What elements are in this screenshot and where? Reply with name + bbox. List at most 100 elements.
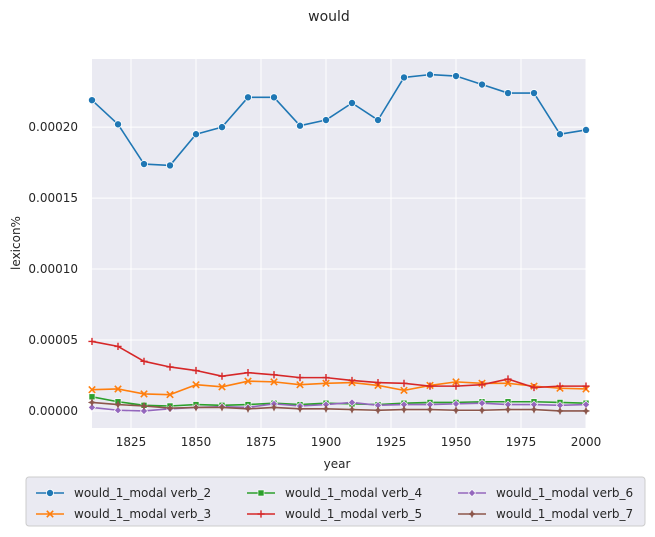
data-point (556, 382, 564, 390)
data-point (165, 161, 174, 170)
legend-item: would_1_modal verb_2 (36, 486, 211, 500)
x-tick-label: 1925 (376, 435, 407, 449)
data-point (556, 130, 565, 139)
legend-item: would_1_modal verb_5 (247, 507, 422, 521)
data-point (400, 379, 408, 387)
series-line (91, 73, 587, 167)
data-point (582, 125, 591, 134)
data-point (295, 404, 305, 413)
x-axis-title: year (324, 457, 351, 471)
y-tick-label: 0.00005 (28, 333, 78, 347)
legend-marker (46, 510, 54, 518)
data-point (321, 404, 331, 413)
data-point (452, 378, 460, 386)
legend-marker (467, 488, 477, 498)
data-point (192, 366, 200, 375)
data-point (452, 382, 460, 390)
data-point (113, 406, 123, 415)
legend-label: would_1_modal verb_7 (496, 507, 633, 521)
data-point (191, 403, 201, 412)
legend-label: would_1_modal verb_2 (74, 486, 211, 500)
y-tick-label: 0.00010 (28, 262, 78, 276)
x-tick-label: 1975 (506, 435, 537, 449)
data-point (244, 377, 252, 385)
legend-marker (257, 510, 265, 518)
series-lines (87, 70, 591, 416)
y-axis-ticks: 0.00000 0.00005 0.00010 0.00015 0.00020 (28, 120, 78, 418)
data-point (425, 405, 435, 414)
data-point (504, 375, 512, 383)
gridlines (92, 59, 587, 428)
data-point (426, 382, 434, 390)
series-2 (88, 377, 590, 399)
data-point (269, 403, 279, 412)
data-point (530, 383, 538, 392)
legend-marker (257, 489, 265, 497)
data-point (139, 406, 149, 415)
data-point (114, 342, 122, 350)
data-point (140, 357, 148, 365)
data-point (217, 403, 227, 412)
data-point (400, 386, 408, 395)
data-point (296, 374, 304, 382)
data-point (582, 382, 590, 390)
data-point (555, 406, 565, 416)
data-point (347, 405, 357, 414)
data-point (88, 96, 97, 105)
data-point (347, 98, 356, 107)
data-point (192, 380, 200, 389)
data-point (166, 363, 174, 371)
data-point (114, 120, 123, 129)
data-point (88, 337, 96, 346)
y-axis-title: lexicon% (9, 216, 23, 270)
legend-item: would_1_modal verb_3 (36, 507, 211, 521)
legend-marker (46, 488, 55, 497)
data-point (165, 403, 175, 413)
data-point (374, 378, 382, 387)
data-point (322, 379, 330, 388)
legend-item: would_1_modal verb_4 (247, 486, 422, 500)
chart-title: would (308, 9, 350, 25)
data-point (321, 116, 330, 125)
legend-label: would_1_modal verb_5 (285, 507, 422, 521)
data-point (166, 390, 174, 399)
data-point (477, 80, 486, 89)
data-point (503, 405, 513, 414)
data-point (218, 372, 226, 380)
series-6 (87, 398, 591, 416)
data-point (425, 70, 434, 79)
legend-label: would_1_modal verb_6 (496, 486, 633, 500)
data-point (139, 160, 148, 169)
series-1 (88, 70, 591, 170)
data-point (503, 89, 512, 98)
plot-area (92, 59, 586, 428)
x-tick-label: 1875 (246, 435, 277, 449)
y-tick-label: 0.00020 (28, 120, 78, 134)
data-point (477, 406, 487, 415)
data-point (581, 406, 591, 416)
series-line (91, 380, 587, 396)
data-point (529, 405, 539, 414)
legend-marker (467, 509, 477, 519)
data-point (140, 390, 148, 398)
x-tick-label: 1950 (441, 435, 472, 449)
y-tick-label: 0.00000 (28, 404, 78, 418)
data-point (243, 404, 253, 413)
x-tick-label: 1825 (116, 435, 147, 449)
data-point (530, 89, 539, 98)
data-point (88, 385, 96, 394)
data-point (296, 380, 304, 389)
data-point (373, 406, 383, 415)
series-line (91, 401, 586, 412)
data-point (87, 403, 97, 412)
series-line (91, 340, 586, 389)
x-tick-label: 1850 (181, 435, 212, 449)
data-point (348, 376, 356, 385)
data-point (218, 383, 226, 391)
legend-label: would_1_modal verb_3 (74, 507, 211, 521)
data-point (399, 73, 408, 82)
x-tick-label: 2000 (571, 435, 602, 449)
data-point (451, 72, 460, 81)
data-point (217, 123, 226, 132)
